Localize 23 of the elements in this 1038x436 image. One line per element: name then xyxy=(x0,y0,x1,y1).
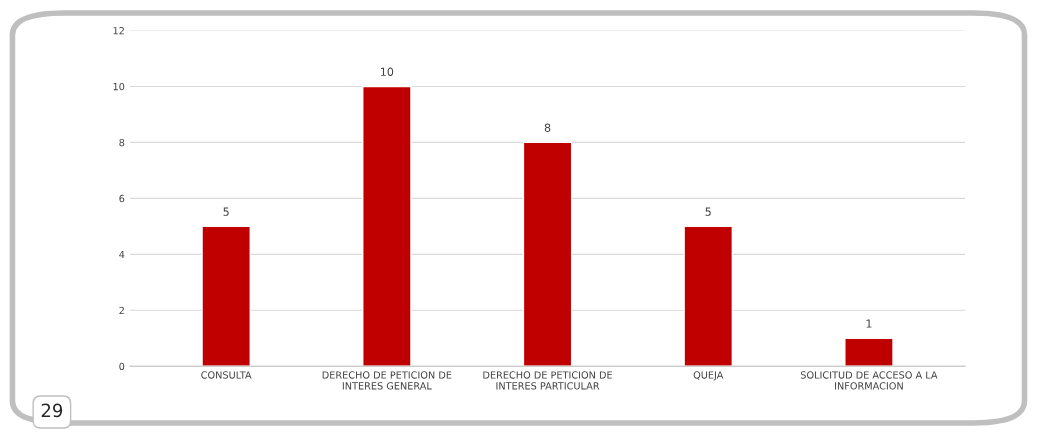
y-tick-label: 2 xyxy=(119,306,124,314)
y-tick-label: 0 xyxy=(119,362,125,371)
y-tick-label: 10 xyxy=(113,82,125,91)
bar xyxy=(201,225,251,367)
bar xyxy=(362,85,412,367)
y-tick-label: 6 xyxy=(119,194,125,203)
y-tick-label: 8 xyxy=(119,138,125,147)
x-tick-label: DERECHO DE PETICION DE INTERES GENERAL xyxy=(322,371,452,390)
y-tick-label: 12 xyxy=(113,27,124,35)
bar xyxy=(522,141,573,367)
x-tick-label: SOLICITUD DE ACCESO A LA INFORMACION xyxy=(800,371,938,390)
x-tick-label: QUEJA xyxy=(693,371,724,381)
data-label: 5 xyxy=(705,207,711,216)
data-label: 8 xyxy=(544,123,551,132)
text: 29 xyxy=(41,403,63,418)
y-tick-label: 4 xyxy=(119,250,125,259)
x-tick-label: CONSULTA xyxy=(201,371,252,379)
data-label: 5 xyxy=(223,207,229,216)
data-label: 1 xyxy=(866,319,872,328)
data-label: 10 xyxy=(381,67,394,76)
bar xyxy=(683,225,734,367)
x-tick-label: DERECHO DE PETICION DE INTERES PARTICULAR xyxy=(483,371,613,390)
bar xyxy=(844,337,894,367)
